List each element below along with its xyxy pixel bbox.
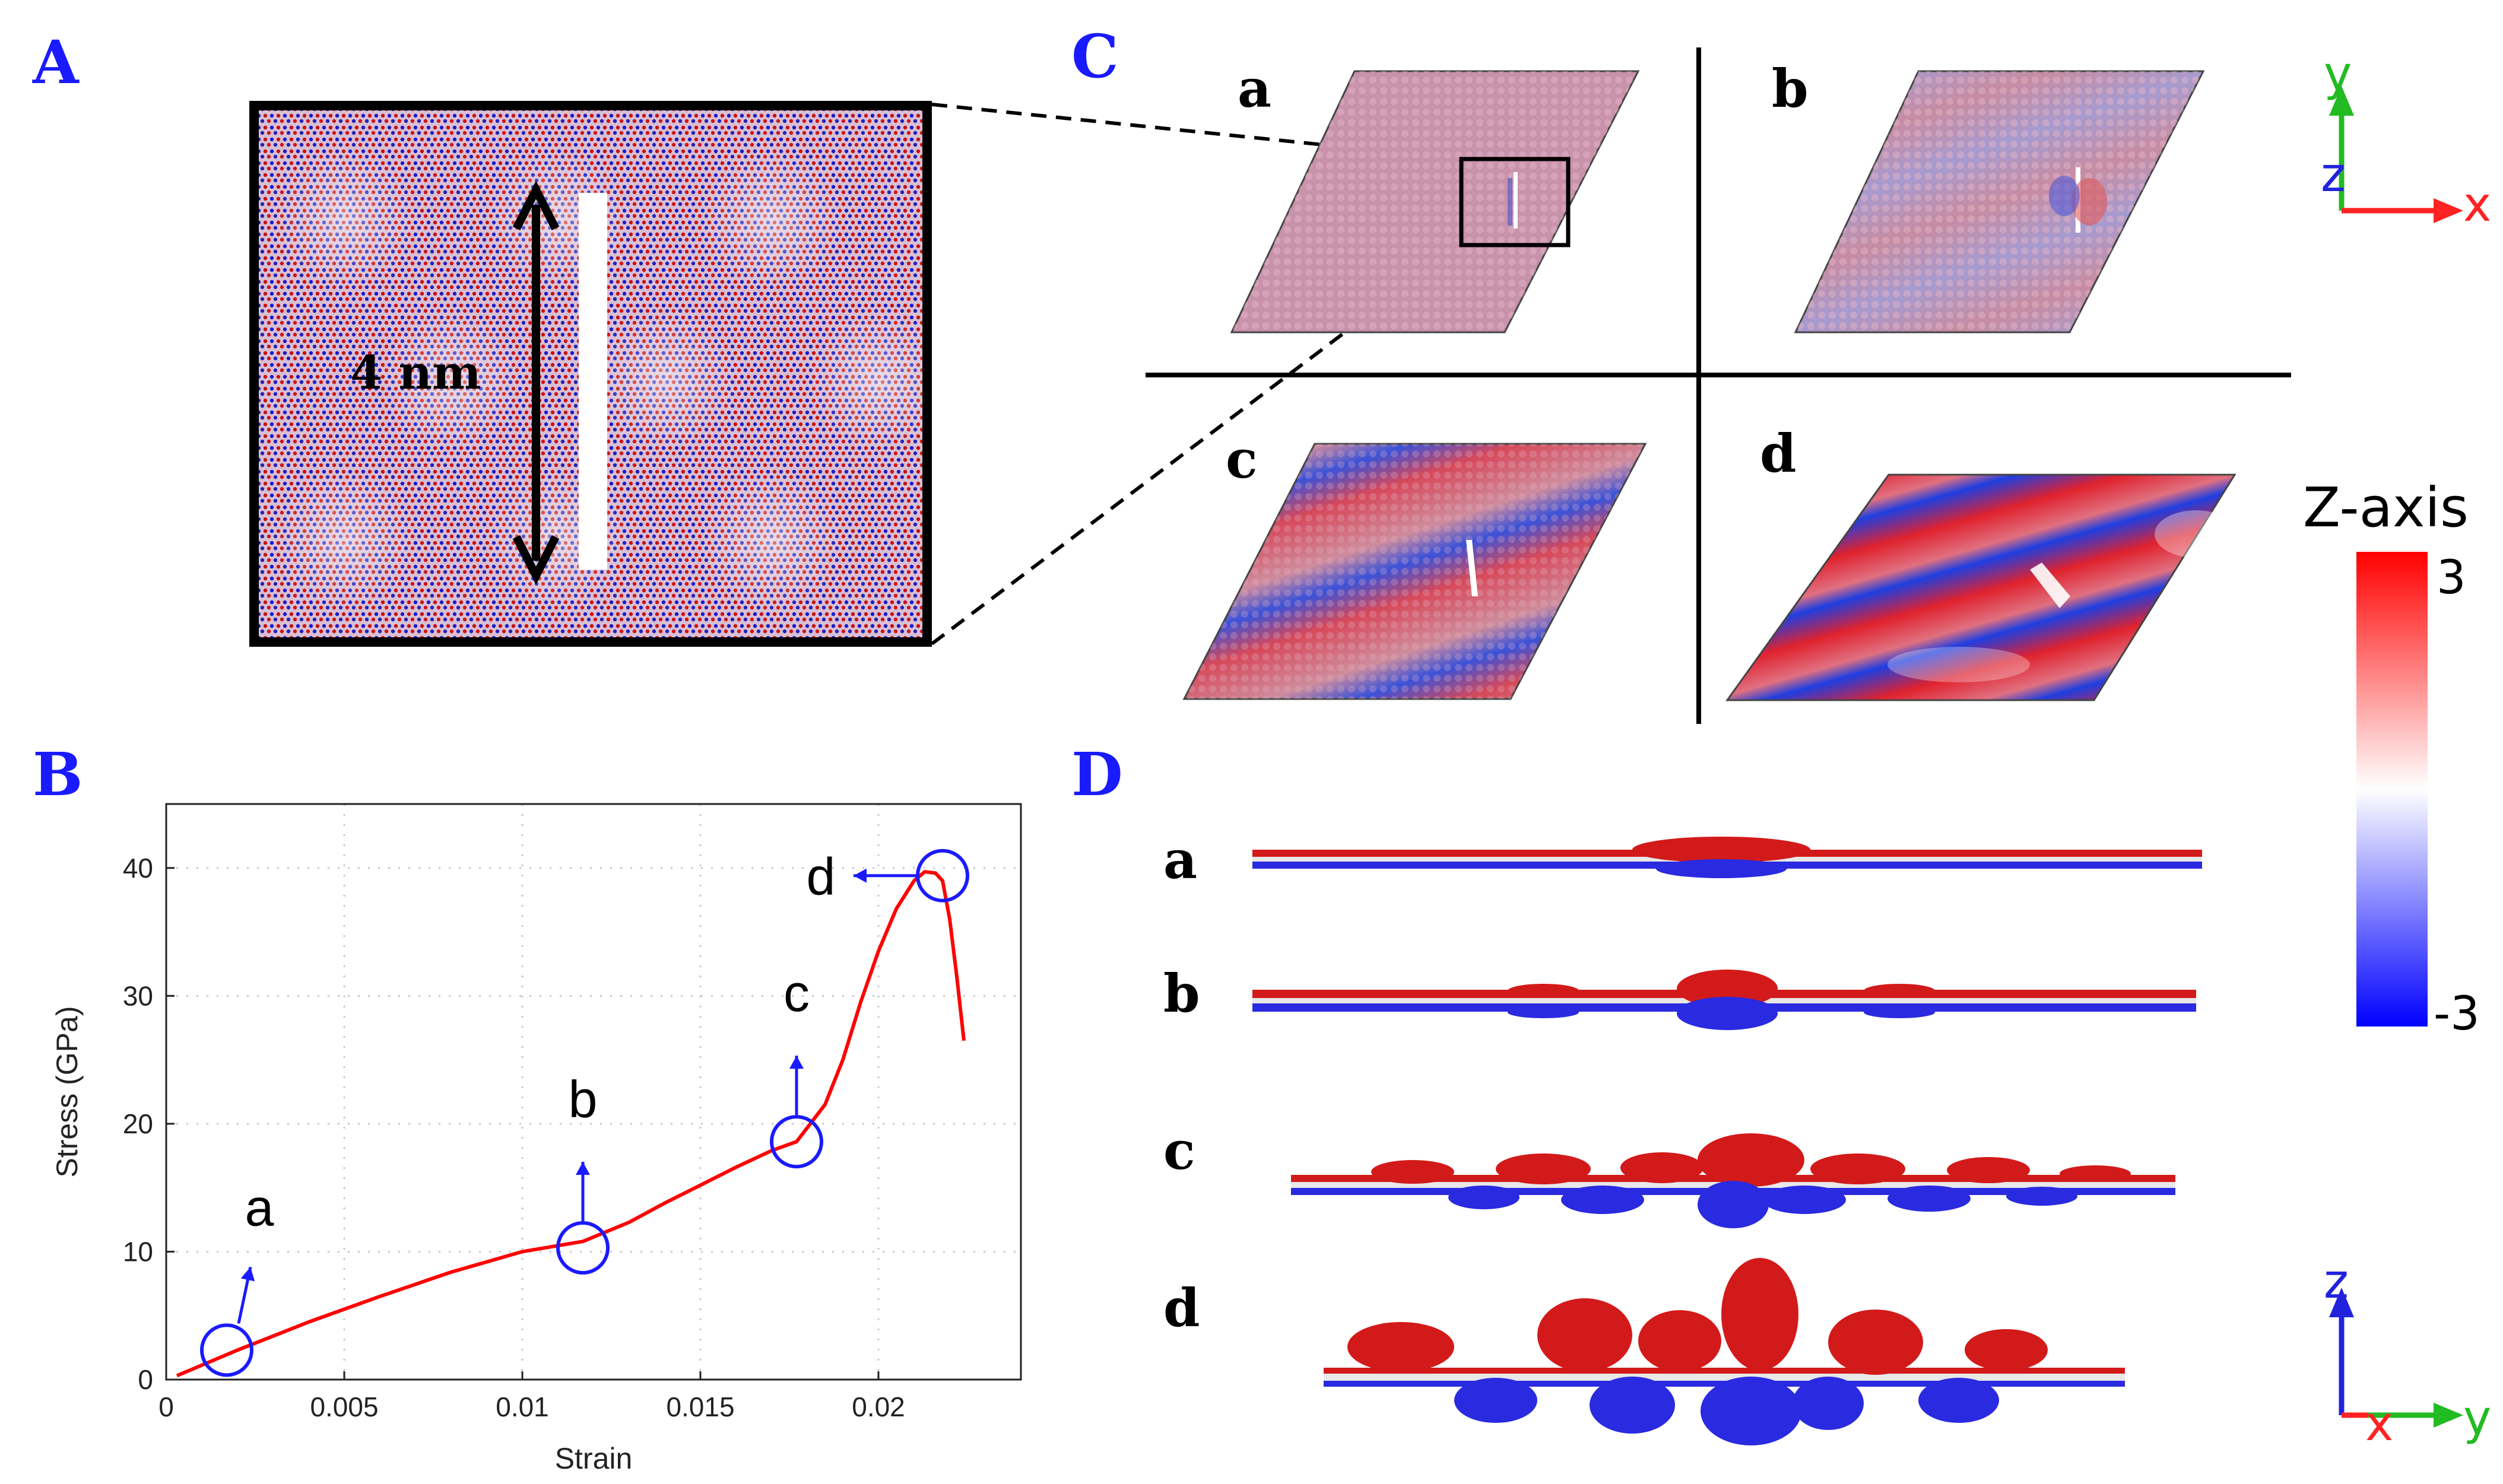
x-tick-label: 0.01 xyxy=(496,1391,549,1422)
c-a-inset-box xyxy=(1459,157,1571,247)
colorbar-max-label: 3 xyxy=(2437,551,2466,605)
y-tick-label: 0 xyxy=(138,1364,153,1395)
x-tick-label: 0.015 xyxy=(666,1391,734,1422)
c-axis-label-x: x xyxy=(2463,177,2492,232)
y-tick-label: 40 xyxy=(123,853,153,884)
x-tick-label: 0 xyxy=(158,1391,174,1422)
d-axes-triad xyxy=(2329,1288,2463,1428)
colorbar-title: Z-axis xyxy=(2303,476,2469,539)
c-axis-label-z: z xyxy=(2321,147,2346,202)
crack-slit xyxy=(579,193,607,570)
divider-vertical xyxy=(1696,47,1701,724)
panel-label-d: D xyxy=(1071,739,1123,809)
series-line xyxy=(176,870,966,1378)
panel-label-a: A xyxy=(33,27,79,97)
d-sublabel-b: b xyxy=(1163,962,1200,1024)
c-axis-label-y: y xyxy=(2324,46,2352,101)
y-tick-label: 30 xyxy=(123,980,153,1011)
d-axis-label-z: z xyxy=(2324,1254,2349,1309)
d-axis-label-y: y xyxy=(2463,1390,2492,1445)
c-sublabel-d: d xyxy=(1760,422,1797,484)
colorbar xyxy=(2356,552,2428,1027)
y-axis-label: Stress (GPa) xyxy=(50,1006,84,1178)
c-sublabel-c: c xyxy=(1226,428,1258,490)
marker-circle xyxy=(770,1115,823,1169)
marker-circle xyxy=(200,1323,253,1377)
marker-arrowhead xyxy=(854,868,867,883)
marker-arrowhead xyxy=(240,1267,255,1282)
c-d-sheet xyxy=(1725,474,2236,701)
c-sublabel-a: a xyxy=(1238,58,1272,119)
d-sublabel-a: a xyxy=(1163,829,1198,891)
d-d-profile xyxy=(1324,1258,2125,1445)
marker-label: c xyxy=(783,964,810,1022)
d-b-profile xyxy=(1252,970,2196,1030)
stress-strain-chart: 0 0.005 0.01 0.015 0.02 0 10 20 30 40 Strain Stress… xyxy=(50,803,1022,1475)
panel-a-lattice-image xyxy=(249,101,932,647)
scale-label-4nm: 4 nm xyxy=(350,346,481,400)
colorbar-min-label: -3 xyxy=(2434,987,2480,1041)
marker-circle xyxy=(556,1221,610,1275)
c-axes-triad xyxy=(2329,86,2463,223)
marker-label: a xyxy=(245,1178,274,1237)
plot-frame xyxy=(165,803,1022,1381)
x-tick-label: 0.005 xyxy=(310,1391,378,1422)
panel-label-c: C xyxy=(1071,21,1119,91)
marker-arrowhead xyxy=(789,1056,804,1069)
marker-label: d xyxy=(807,847,836,906)
x-tick-label: 0.02 xyxy=(852,1391,905,1422)
x-axis-label: Strain xyxy=(555,1442,633,1475)
marker-circle xyxy=(916,849,969,903)
divider-horizontal xyxy=(1146,373,2291,377)
c-sublabel-b: b xyxy=(1772,58,1809,119)
marker-arrowhead xyxy=(576,1162,590,1175)
panel-label-b: B xyxy=(33,739,83,809)
d-axis-label-x: x xyxy=(2365,1396,2394,1451)
d-c-profile xyxy=(1291,1133,2175,1228)
d-sublabel-d: d xyxy=(1163,1277,1200,1339)
y-tick-label: 10 xyxy=(123,1236,153,1267)
d-a-profile xyxy=(1252,837,2202,878)
y-tick-label: 20 xyxy=(123,1108,153,1139)
d-sublabel-c: c xyxy=(1163,1120,1195,1181)
marker-label: b xyxy=(569,1070,598,1129)
